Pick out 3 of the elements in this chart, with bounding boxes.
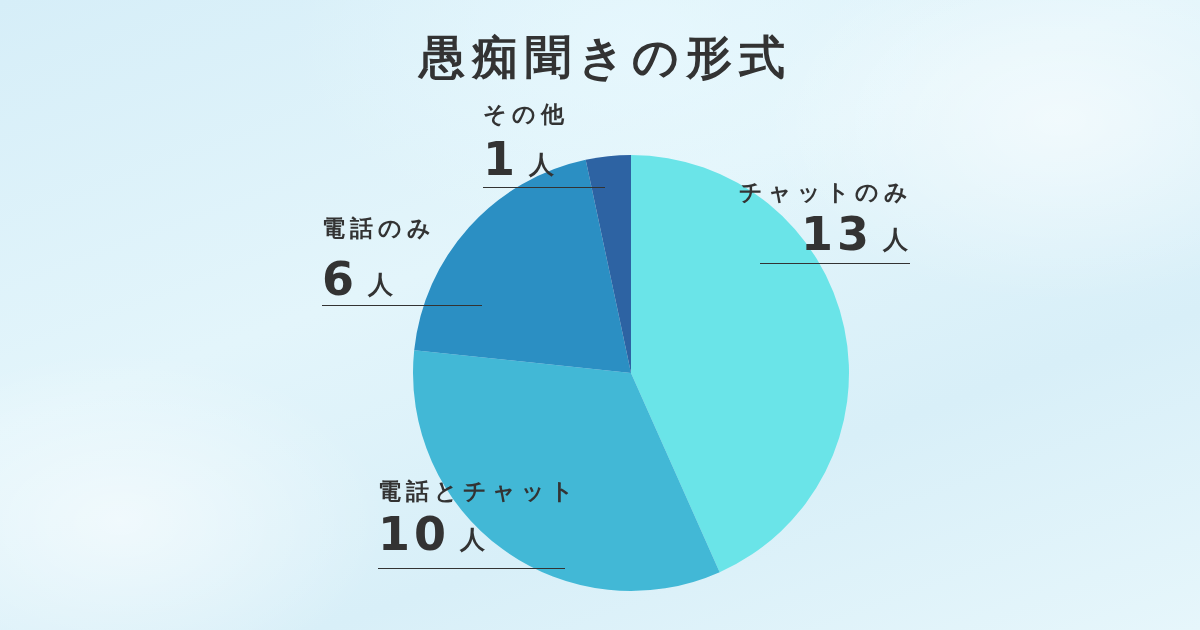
slice-label: 電話のみ: [322, 215, 436, 241]
slice-label: その他: [483, 101, 569, 127]
chart-title: 愚痴聞きの形式: [416, 30, 792, 84]
